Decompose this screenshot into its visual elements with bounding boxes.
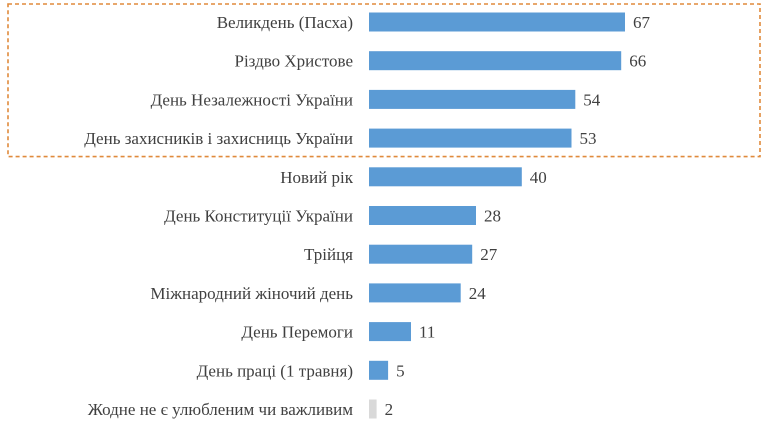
bar-5 bbox=[369, 206, 476, 225]
bar-8 bbox=[369, 322, 411, 342]
category-label-8: День Перемоги bbox=[241, 323, 353, 342]
value-label-8: 11 bbox=[419, 323, 435, 342]
category-label-4: Новий рік bbox=[280, 168, 353, 187]
category-labels-group: Великдень (Пасха) Різдво Христове День Нез… bbox=[84, 13, 353, 419]
value-label-10: 2 bbox=[385, 400, 394, 419]
bar-7 bbox=[369, 283, 461, 303]
value-label-3: 53 bbox=[580, 129, 597, 148]
category-label-1: Різдво Христове bbox=[235, 52, 354, 71]
bar-2 bbox=[369, 89, 576, 109]
category-label-6: Трійця bbox=[304, 245, 353, 264]
highlight-group bbox=[7, 3, 761, 158]
value-label-1: 66 bbox=[629, 52, 646, 71]
value-label-9: 5 bbox=[396, 361, 405, 380]
bar-9 bbox=[369, 360, 389, 380]
bar-6 bbox=[369, 244, 473, 264]
value-label-4: 40 bbox=[530, 168, 547, 187]
value-label-6: 27 bbox=[480, 245, 498, 264]
bar-1 bbox=[369, 51, 622, 71]
value-label-7: 24 bbox=[469, 284, 487, 303]
bar-10 bbox=[369, 399, 377, 419]
category-label-0: Великдень (Пасха) bbox=[217, 13, 353, 32]
category-label-5: День Конституції України bbox=[164, 207, 353, 226]
value-labels-group: 67 66 54 53 40 28 27 24 11 5 2 bbox=[385, 13, 651, 419]
bar-0 bbox=[369, 12, 625, 32]
category-label-7: Міжнародний жіночий день bbox=[150, 284, 353, 303]
bar-3 bbox=[369, 128, 572, 148]
category-label-9: День праці (1 травня) bbox=[197, 361, 353, 380]
value-label-5: 28 bbox=[484, 207, 501, 226]
bar-4 bbox=[369, 167, 522, 187]
category-label-10: Жодне не є улюбленим чи важливим bbox=[88, 400, 353, 419]
category-label-3: День захисників і захисниць України bbox=[84, 129, 353, 148]
bars-group bbox=[369, 12, 625, 419]
value-label-2: 54 bbox=[583, 90, 601, 109]
category-label-2: День Незалежності України bbox=[151, 90, 353, 109]
highlight-box bbox=[7, 3, 761, 158]
value-label-0: 67 bbox=[633, 13, 651, 32]
